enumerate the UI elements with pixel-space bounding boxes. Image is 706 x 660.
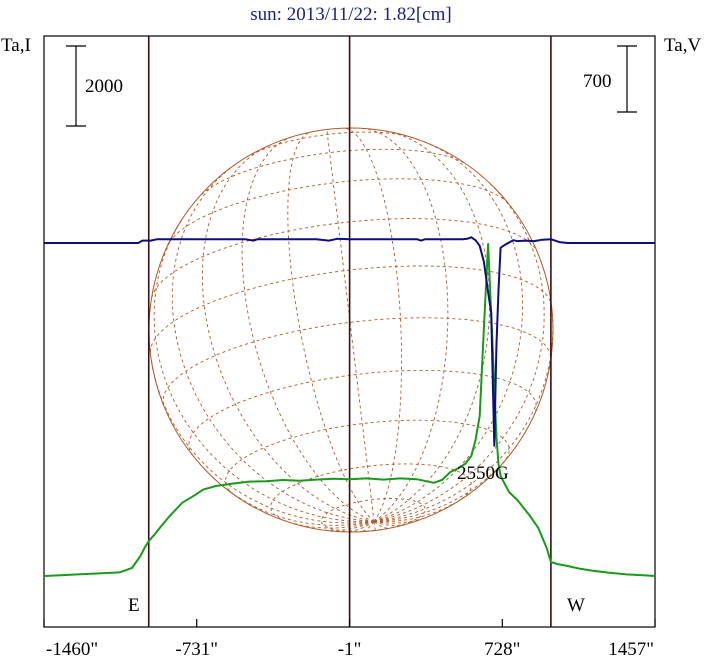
grid-line: [287, 132, 375, 522]
grid-line: [224, 419, 510, 496]
solar-disk-grid: [148, 127, 554, 533]
grid-line: [373, 521, 376, 531]
grid-line: [162, 317, 552, 405]
grid-line: [374, 502, 455, 523]
grid-line: [171, 162, 375, 523]
grid-line: [373, 521, 390, 529]
x-tick-label: -1": [338, 639, 362, 660]
reference-lines: [147, 36, 552, 627]
grid-line: [373, 521, 403, 527]
grid-line: [374, 312, 554, 523]
grid-line: [169, 178, 507, 243]
grid-line: [241, 136, 375, 523]
grid-line: [320, 498, 426, 533]
right-scale-label: 700: [583, 71, 612, 92]
grid-line: [374, 451, 513, 523]
grid-line: [270, 463, 472, 522]
grid-line: [373, 130, 491, 523]
grid-line: [344, 127, 403, 522]
left-scale-label: 2000: [85, 76, 123, 97]
right-scale-bar: [617, 45, 637, 113]
grid-line: [291, 521, 375, 529]
grid-line: [150, 360, 375, 524]
grid-line: [373, 181, 545, 523]
heliographic-grid: [149, 127, 554, 533]
magnetic-field-annotation: 2550G: [457, 463, 509, 484]
intensity-series-line: [43, 243, 656, 577]
grid-line: [188, 369, 537, 456]
right-axis-label: Ta,V: [664, 35, 701, 56]
x-axis-ticks: -1460" -731" -1" 728" 1457": [43, 619, 656, 660]
east-limb-label: E: [128, 595, 140, 616]
polarization-series-line: [44, 236, 655, 447]
grid-line: [151, 218, 538, 298]
west-limb-label: W: [567, 595, 585, 616]
grid-line: [223, 486, 375, 526]
grid-line: [201, 144, 375, 523]
grid-line: [361, 127, 449, 522]
grid-line: [360, 521, 375, 533]
left-scale-bar: [66, 45, 86, 127]
grid-line: [374, 518, 424, 524]
left-axis-label: Ta,I: [1, 35, 31, 56]
chart-title: sun: 2013/11/22: 1.82[cm]: [250, 4, 451, 25]
x-tick-label: -1460": [46, 639, 98, 660]
grid-line: [326, 129, 375, 522]
grid-line: [373, 140, 524, 523]
x-tick-label: 728": [484, 639, 520, 660]
grid-line: [153, 218, 375, 523]
grid-line: [347, 521, 375, 533]
x-tick-label: -731": [175, 639, 218, 660]
x-tick-label: 1457": [608, 639, 654, 660]
